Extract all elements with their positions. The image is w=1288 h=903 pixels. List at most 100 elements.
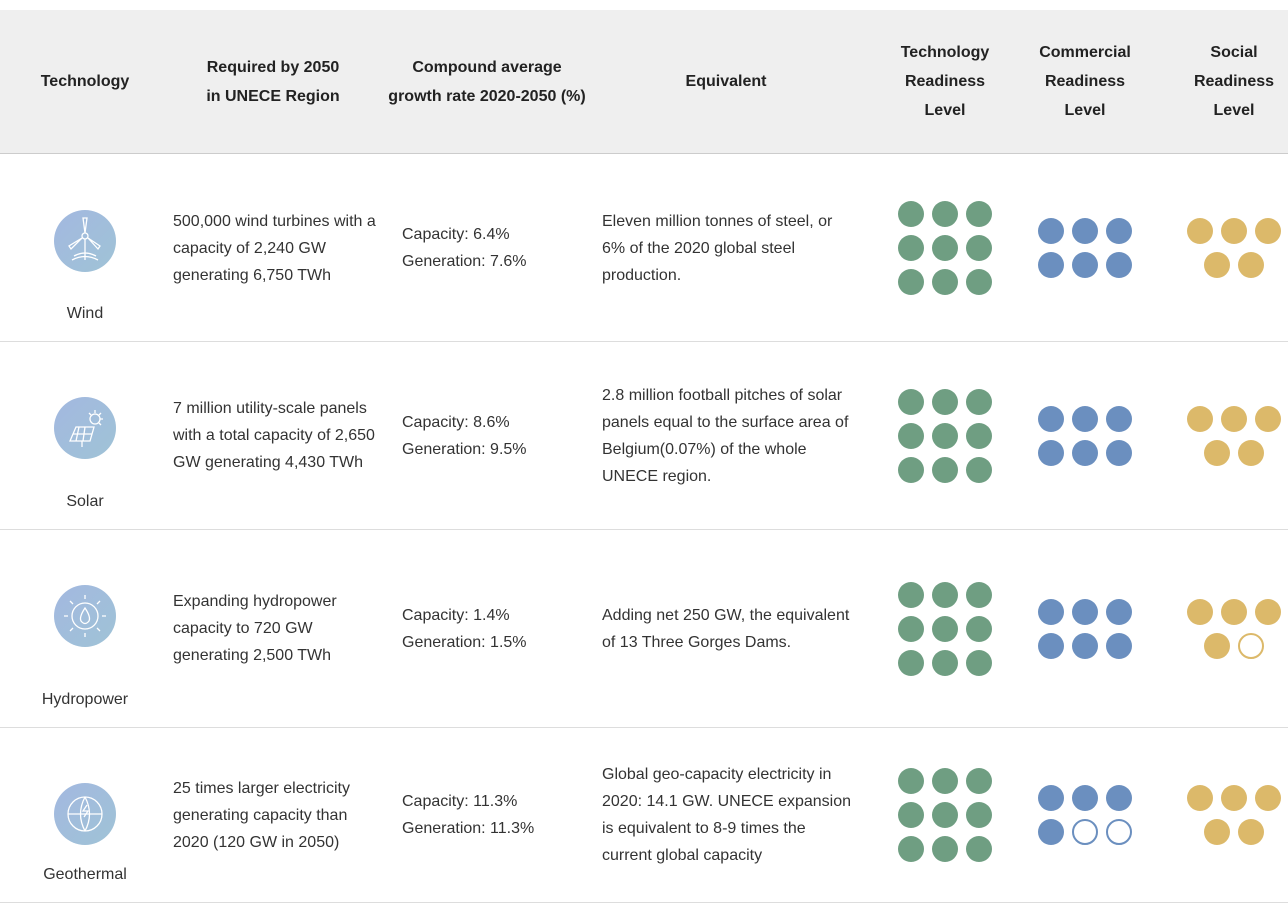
filled-dot (966, 201, 992, 227)
growth-cell: Capacity: 1.4% Generation: 1.5% (395, 530, 595, 727)
filled-dot (932, 581, 958, 608)
filled-dot (1106, 405, 1132, 432)
readiness-cell (880, 530, 1010, 727)
filled-dot (1221, 598, 1247, 625)
icon (54, 585, 116, 647)
filled-dot (898, 581, 924, 608)
required-text: 500,000 wind turbines with a capacity of… (173, 212, 376, 284)
filled-dot (1238, 439, 1264, 466)
filled-dot (1038, 785, 1064, 811)
filled-dot (1038, 598, 1064, 625)
table-header: Technology Required by 2050 in UNECE Regi… (0, 10, 1288, 154)
filled-dot (966, 615, 992, 642)
icon (54, 397, 116, 459)
filled-dot (1255, 598, 1281, 625)
filled-dot (966, 456, 992, 483)
filled-dot (1187, 218, 1213, 244)
growth-text: Capacity: 1.4% Generation: 1.5% (402, 602, 527, 656)
readiness-cell (1020, 530, 1150, 727)
filled-dot (966, 649, 992, 676)
filled-dot (1106, 785, 1132, 811)
filled-dot (1072, 785, 1098, 811)
filled-dot (1255, 785, 1281, 811)
technology-name: Hydropower (41, 691, 129, 708)
table-row: Wind 500,000 wind turbines with a capacit… (0, 155, 1288, 342)
readiness-cell (1020, 342, 1150, 529)
filled-dot (966, 768, 992, 794)
growth-line: Capacity: 1.4% (402, 606, 510, 624)
filled-dot (1204, 439, 1230, 466)
filled-dot (898, 201, 924, 227)
readiness-cell (1180, 155, 1288, 341)
technology-icon (54, 783, 116, 845)
technology-cell: Hydropower (0, 530, 170, 727)
filled-dot (1255, 218, 1281, 244)
filled-dot (898, 456, 924, 483)
filled-dot (1038, 632, 1064, 659)
readiness-cell (1180, 342, 1288, 529)
filled-dot (1255, 405, 1281, 432)
readiness-dots (894, 581, 996, 676)
filled-dot (898, 768, 924, 794)
filled-dot (966, 836, 992, 862)
table-row: Geothermal 25 times larger electricity ge… (0, 728, 1288, 903)
header-cell: Commercial Readiness Level (1020, 10, 1150, 153)
header-cell: Technology (0, 10, 170, 153)
filled-dot (1187, 598, 1213, 625)
growth-text: Capacity: 11.3% Generation: 11.3% (402, 788, 534, 842)
technology-cell: Solar (0, 342, 170, 529)
readiness-dots (894, 201, 996, 295)
readiness-cell (880, 728, 1010, 902)
filled-dot (1238, 819, 1264, 845)
technology-cell: Wind (0, 155, 170, 341)
filled-dot (1038, 252, 1064, 278)
filled-dot (932, 615, 958, 642)
filled-dot (1038, 439, 1064, 466)
technology-icon (54, 210, 116, 272)
filled-dot (898, 422, 924, 449)
readiness-dots (1183, 785, 1285, 845)
header-text: Technology (40, 73, 130, 90)
filled-dot (1038, 218, 1064, 244)
growth-cell: Capacity: 11.3% Generation: 11.3% (395, 728, 595, 902)
readiness-cell (1020, 155, 1150, 341)
icon (54, 210, 116, 272)
header-text: Required by 2050 in UNECE Region (206, 58, 340, 105)
header-text: Compound average growth rate 2020-2050 (… (388, 58, 586, 105)
filled-dot (966, 269, 992, 295)
technology-name: Wind (66, 305, 104, 322)
header-text: Commercial Readiness Level (1039, 44, 1131, 119)
filled-dot (1106, 218, 1132, 244)
required-text: 25 times larger electricity generating c… (173, 779, 350, 851)
filled-dot (1204, 252, 1230, 278)
filled-dot (898, 615, 924, 642)
filled-dot (1072, 405, 1098, 432)
readiness-dots (1183, 405, 1285, 466)
growth-line: Generation: 7.6% (402, 253, 527, 270)
filled-dot (932, 649, 958, 676)
readiness-cell (880, 342, 1010, 529)
filled-dot (1187, 785, 1213, 811)
filled-dot (932, 836, 958, 862)
filled-dot (898, 649, 924, 676)
technology-name: Geothermal (43, 866, 127, 883)
readiness-dots (1034, 598, 1136, 659)
filled-dot (966, 235, 992, 261)
header-text: Social Readiness Level (1193, 44, 1275, 119)
readiness-cell (1020, 728, 1150, 902)
growth-text: Capacity: 8.6% Generation: 9.5% (402, 409, 527, 463)
growth-cell: Capacity: 8.6% Generation: 9.5% (395, 342, 595, 529)
required-text: Expanding hydropower capacity to 720 GW … (173, 593, 337, 664)
header-cell: Equivalent (595, 10, 857, 153)
empty-dot (1238, 632, 1264, 659)
filled-dot (898, 235, 924, 261)
filled-dot (1187, 405, 1213, 432)
readiness-cell (1180, 728, 1288, 902)
equivalent-text: Eleven million tonnes of steel, or 6% of… (602, 212, 833, 284)
growth-line: Capacity: 11.3% (402, 793, 518, 810)
readiness-dots (1183, 598, 1285, 659)
growth-line: Generation: 1.5% (402, 633, 527, 651)
header-cell: Compound average growth rate 2020-2050 (… (378, 10, 596, 153)
header-cell: Social Readiness Level (1180, 10, 1288, 153)
